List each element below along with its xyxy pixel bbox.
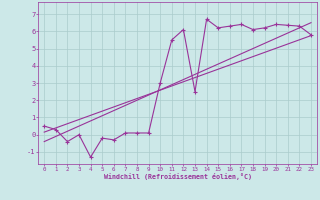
X-axis label: Windchill (Refroidissement éolien,°C): Windchill (Refroidissement éolien,°C) [104, 173, 252, 180]
